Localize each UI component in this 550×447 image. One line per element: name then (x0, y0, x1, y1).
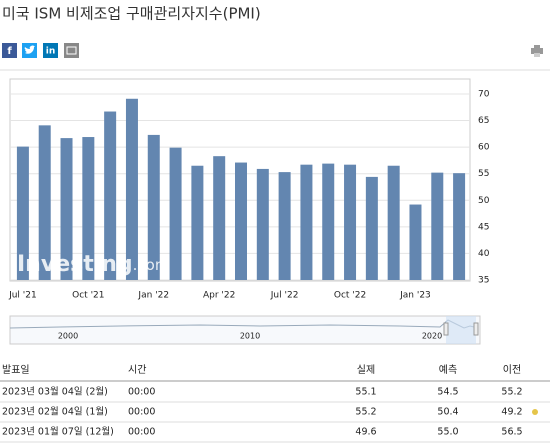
share-bar: f in (2, 43, 543, 58)
print-button[interactable] (531, 45, 543, 57)
y-tick-label: 65 (478, 116, 489, 126)
mail-button[interactable] (64, 43, 79, 58)
bar (16, 146, 29, 280)
table-cell: 50.4 (437, 407, 458, 418)
facebook-label: f (7, 46, 12, 57)
table-cell: 00:00 (128, 387, 155, 398)
y-tick-label: 70 (478, 89, 490, 99)
y-tick-label: 35 (478, 276, 489, 286)
watermark-part: Investing (17, 252, 133, 277)
bar (60, 138, 73, 280)
linkedin-label: in (46, 47, 56, 57)
mail-icon (66, 46, 77, 55)
table-cell: 2023년 03월 04일 (2월) (2, 386, 108, 398)
bar (387, 165, 400, 280)
table-header: 예측 (439, 364, 457, 376)
y-tick-label: 40 (478, 249, 490, 259)
table-cell: 55.1 (355, 387, 376, 398)
y-tick-label: 55 (478, 169, 489, 179)
table-cell: 56.5 (501, 427, 522, 438)
table-cell: 2023년 02월 04일 (1월) (2, 406, 108, 418)
table-cell: 2023년 01월 07일 (12월) (2, 426, 114, 438)
navigator-handle[interactable] (443, 322, 449, 336)
navigator-labels: 2000 2010 2020 (58, 332, 442, 341)
bar (82, 137, 95, 280)
bar (278, 172, 291, 280)
navigator-label: 2020 (422, 332, 442, 341)
bar (104, 111, 117, 280)
page-title: 미국 ISM 비제조업 구매관리자지수(PMI) (2, 5, 261, 23)
table-cell: 00:00 (128, 407, 155, 418)
navigator (9, 315, 481, 345)
table-header-bg (0, 360, 550, 380)
x-tick-label: Oct '21 (72, 291, 104, 301)
bar (235, 162, 247, 280)
table-cell: 54.5 (437, 387, 458, 398)
table-cell: 55.2 (355, 407, 376, 418)
navigator-label: 2000 (58, 332, 78, 341)
table-header: 발표일 (2, 364, 30, 376)
bar (300, 164, 313, 280)
linkedin-button[interactable] (43, 43, 58, 58)
watermark-part: .com (133, 256, 170, 274)
navigator-handle[interactable] (473, 322, 479, 336)
bar (365, 176, 378, 280)
y-tick-label: 45 (478, 222, 489, 232)
bar (453, 173, 466, 280)
table: 발표일 시간 실제 예측 이전 2023년 03월 04일 (2월) 00:00 55.1 54… (0, 360, 550, 443)
x-tick-label: Jul '22 (270, 291, 299, 301)
bar (191, 165, 204, 280)
table-cell: 55.2 (501, 387, 522, 398)
twitter-icon (24, 45, 35, 54)
table-header: 실제 (357, 364, 375, 376)
x-tick-label: Jan '22 (137, 291, 169, 301)
bar (38, 125, 51, 280)
y-tick-label: 60 (478, 143, 490, 153)
bar (409, 204, 422, 280)
navigator-label: 2010 (240, 332, 260, 341)
y-tick-label: 50 (478, 196, 490, 206)
table-cell: 55.0 (437, 427, 458, 438)
bar (213, 156, 226, 280)
table-header: 시간 (128, 364, 146, 376)
bar (147, 134, 160, 280)
x-tick-label: Jul '21 (8, 291, 37, 301)
revision-dot (532, 409, 538, 415)
navigator-range[interactable] (446, 316, 476, 344)
table-header: 이전 (503, 364, 521, 376)
bar (125, 98, 138, 280)
bar (322, 163, 335, 280)
x-tick-label: Apr '22 (203, 291, 235, 301)
bar (344, 164, 357, 280)
table-cell: 49.6 (355, 427, 376, 438)
x-tick-label: Oct '22 (334, 291, 366, 301)
plot: 35 40 45 50 55 60 65 70 Jul '21 Oct '21 Jan '22 Apr… (8, 89, 490, 300)
watermark: Investing.com (17, 252, 169, 277)
table-cell: 00:00 (128, 427, 155, 438)
bar (256, 168, 269, 280)
x-tick-label: Jan '23 (399, 291, 431, 301)
table-cell: 49.2 (501, 407, 522, 418)
bar (169, 147, 182, 280)
facebook-button[interactable] (2, 43, 17, 58)
plot-frame (9, 78, 471, 282)
bar (431, 172, 444, 280)
